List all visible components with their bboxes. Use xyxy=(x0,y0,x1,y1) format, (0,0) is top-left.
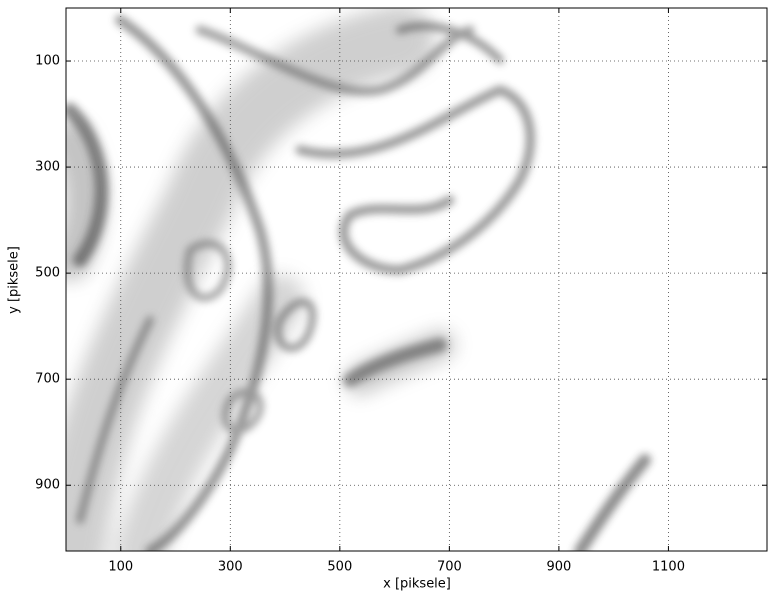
y-tick-label: 500 xyxy=(35,266,60,281)
y-tick-label: 700 xyxy=(35,372,60,387)
y-tick-label: 100 xyxy=(35,54,60,69)
x-tick-label: 1100 xyxy=(652,560,685,575)
y-tick-label: 900 xyxy=(35,478,60,493)
x-tick-label: 900 xyxy=(546,560,571,575)
x-tick-label: 500 xyxy=(327,560,352,575)
x-tick-label: 300 xyxy=(218,560,243,575)
axes-frame xyxy=(65,7,768,552)
y-axis-label: y [piksele] xyxy=(7,246,22,314)
x-axis-label: x [piksele] xyxy=(383,577,451,591)
flow-image xyxy=(66,8,651,551)
x-tick-label: 700 xyxy=(437,560,462,575)
y-tick-label: 300 xyxy=(35,160,60,175)
x-tick-label: 100 xyxy=(108,560,133,575)
plot-area xyxy=(65,7,768,552)
